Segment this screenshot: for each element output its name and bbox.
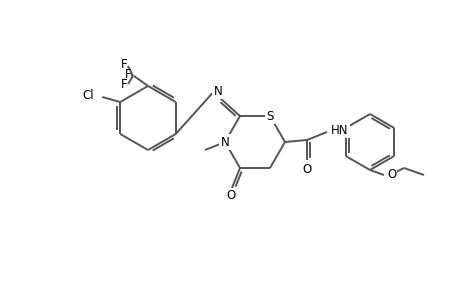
Text: N: N (213, 85, 222, 98)
Text: O: O (386, 167, 395, 181)
Text: S: S (266, 110, 273, 122)
Text: F: F (120, 77, 127, 91)
Text: Cl: Cl (83, 88, 94, 101)
Text: O: O (226, 190, 235, 202)
Text: F: F (124, 68, 131, 80)
Text: HN: HN (330, 124, 348, 136)
Text: F: F (120, 58, 127, 70)
Text: N: N (220, 136, 229, 148)
Text: O: O (302, 163, 311, 176)
